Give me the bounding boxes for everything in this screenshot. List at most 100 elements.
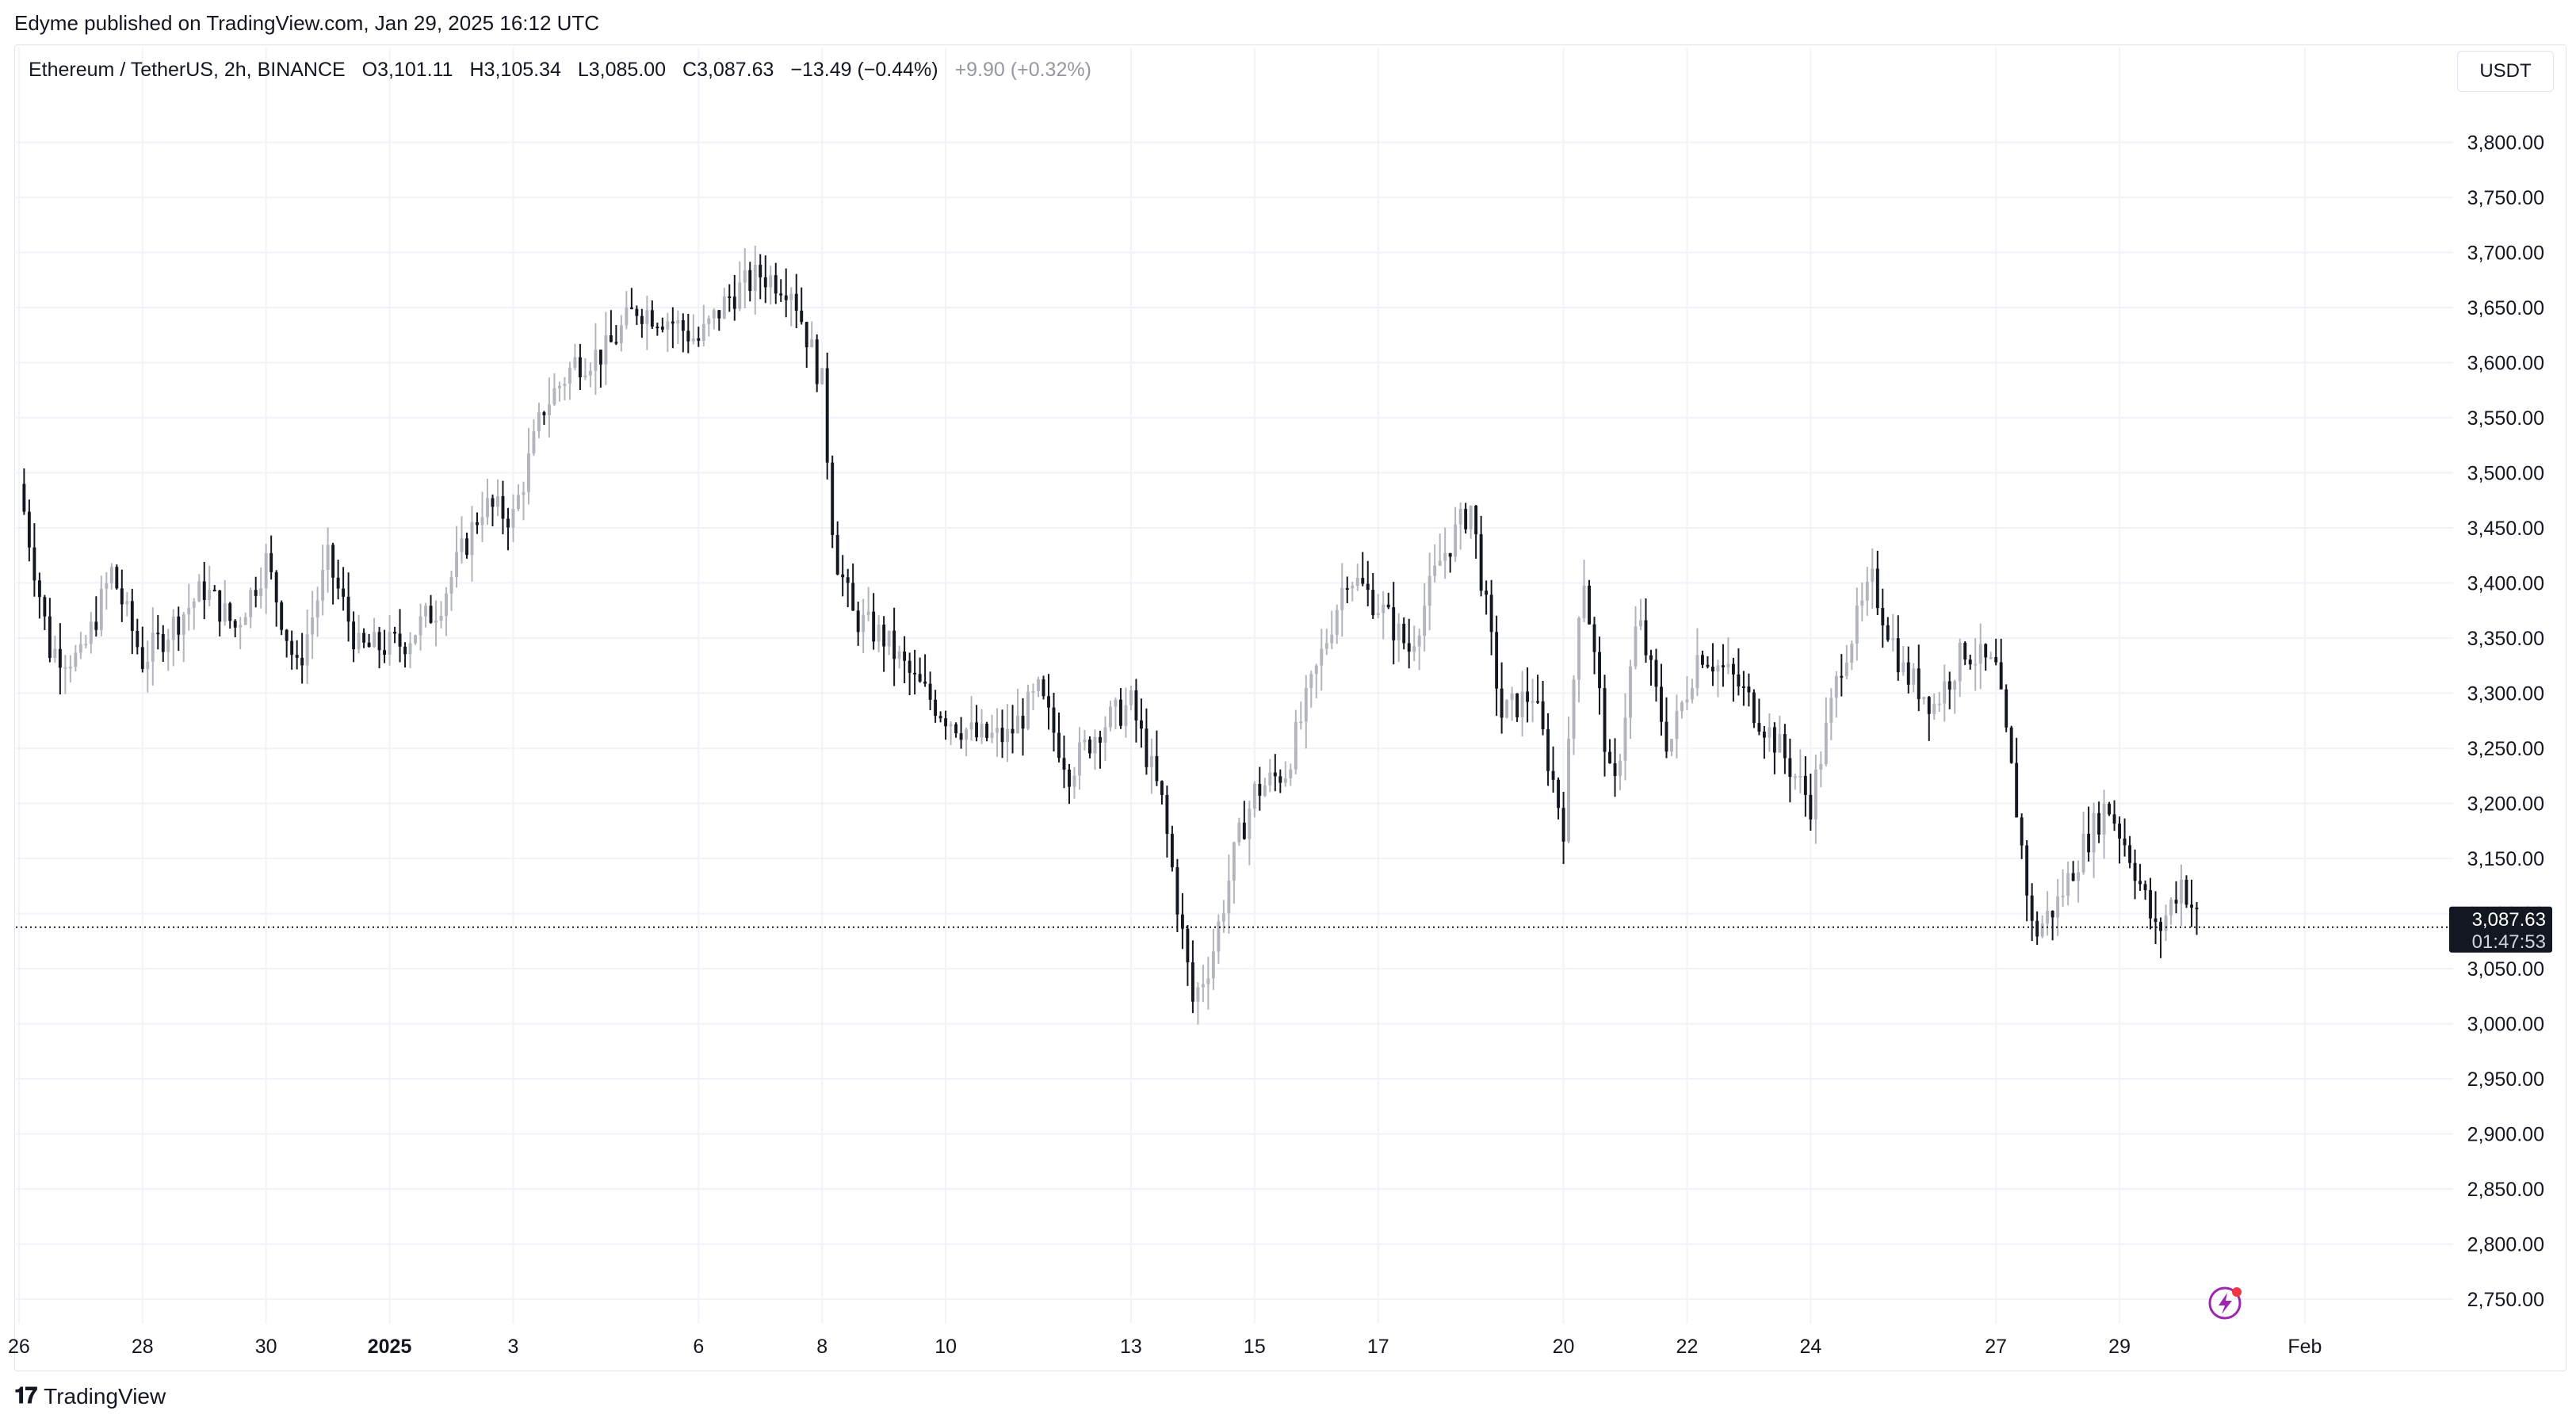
candle-body (573, 357, 577, 368)
candle-body (2138, 881, 2142, 885)
candle-body (1710, 667, 1714, 672)
candle-body (2071, 873, 2075, 881)
candle-body (1062, 758, 1066, 770)
candle-body (1386, 604, 1390, 608)
candle-body (1237, 822, 1241, 843)
x-tick-label: 24 (1799, 1336, 1821, 1358)
publisher-line: Edyme published on TradingView.com, Jan … (14, 11, 600, 35)
candle-body (1541, 701, 1545, 730)
candle-body (419, 616, 422, 636)
candle-body (753, 265, 757, 291)
candle-body (1731, 663, 1735, 675)
candle-body (1454, 524, 1458, 557)
candle-body (728, 296, 732, 299)
candle-body (321, 569, 325, 601)
candle-body (897, 652, 901, 659)
candle-body (1901, 662, 1905, 673)
candle-body (1335, 610, 1339, 635)
candle-body (1392, 607, 1396, 640)
candle-body (151, 633, 155, 662)
candle-body (918, 674, 922, 682)
candle-body (903, 652, 907, 661)
candle-body (779, 293, 783, 296)
candle-body (1217, 921, 1221, 952)
candle-body (1252, 784, 1256, 809)
candle-body (1582, 585, 1586, 618)
candle-body (1309, 674, 1313, 689)
candle-body (377, 632, 381, 651)
candle-body (825, 368, 829, 463)
candle-body (691, 338, 695, 342)
candle-body (923, 681, 927, 684)
candle-body (810, 339, 814, 348)
candle-body (280, 602, 284, 630)
candle-body (1603, 688, 1607, 752)
candle-body (1814, 769, 1817, 820)
candle-body (619, 325, 623, 344)
candle-body (346, 596, 350, 622)
candle-body (1145, 728, 1148, 767)
candle-body (99, 588, 103, 630)
candle-body (1675, 711, 1679, 740)
candle-body (1355, 578, 1359, 587)
candle-body (1088, 740, 1091, 754)
candle-body (1958, 643, 1962, 682)
candle-body (1531, 701, 1535, 703)
candle-body (2009, 727, 2013, 763)
candle-body (1947, 681, 1951, 690)
tradingview-logo[interactable]: 𝟏𝟕 TradingView (14, 1383, 166, 1409)
candle-body (1366, 583, 1370, 591)
candle-body (1881, 608, 1885, 625)
candle-body (1314, 665, 1318, 675)
candle-body (1099, 736, 1102, 743)
y-tick-label: 3,250.00 (2467, 738, 2544, 760)
candle-body (105, 583, 109, 589)
candle-body (1299, 721, 1303, 724)
candle-body (208, 589, 212, 600)
candle-body (161, 633, 165, 652)
candle-body (156, 633, 160, 635)
y-tick-label: 3,550.00 (2467, 407, 2544, 430)
candle-body (655, 327, 659, 329)
ohlc-open: O3,101.11 (361, 59, 453, 81)
candle-body (1829, 698, 1833, 723)
currency-selector[interactable]: USDT (2457, 51, 2554, 92)
candle-body (763, 277, 767, 288)
candle-body (1500, 688, 1504, 718)
candle-body (1741, 686, 1745, 688)
candle-body (68, 667, 72, 669)
candle-body (1227, 880, 1231, 914)
tradingview-logo-icon: 𝟏𝟕 (14, 1383, 37, 1408)
candle-body (197, 581, 201, 602)
candle-body (2159, 922, 2163, 931)
candle-body (2081, 833, 2085, 873)
candle-body (1608, 751, 1611, 763)
candle-body (212, 589, 216, 591)
symbol-legend[interactable]: Ethereum / TetherUS, 2h, BINANCE O3,101.… (29, 59, 1103, 82)
candle-body (1448, 552, 1452, 557)
candle-body (1134, 690, 1138, 721)
y-tick-label: 3,500.00 (2467, 463, 2544, 485)
candle-body (1896, 638, 1900, 673)
candle-body (84, 644, 88, 646)
candle-body (1175, 867, 1179, 915)
candle-body (2174, 900, 2178, 904)
candle-body (1834, 675, 1838, 698)
candle-body (944, 718, 948, 727)
candle-body (598, 350, 602, 365)
lightning-icon[interactable] (2208, 1286, 2242, 1320)
candle-body (295, 655, 299, 658)
candle-body (1340, 587, 1344, 610)
candle-body (1402, 623, 1406, 644)
candle-body (2077, 872, 2081, 881)
candle-body (1433, 565, 1437, 576)
candle-body (1989, 656, 1993, 659)
candle-body (800, 310, 804, 323)
candle-body (1772, 727, 1776, 753)
candle-body (2046, 911, 2050, 924)
candle-body (2056, 896, 2060, 918)
lightning-icon-bolt (2219, 1293, 2232, 1314)
candle-body (331, 545, 335, 578)
